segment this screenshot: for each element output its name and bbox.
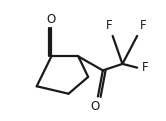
Text: F: F: [106, 19, 112, 32]
Text: O: O: [47, 13, 56, 26]
Text: F: F: [142, 61, 149, 74]
Text: O: O: [91, 100, 100, 113]
Text: F: F: [140, 19, 146, 32]
